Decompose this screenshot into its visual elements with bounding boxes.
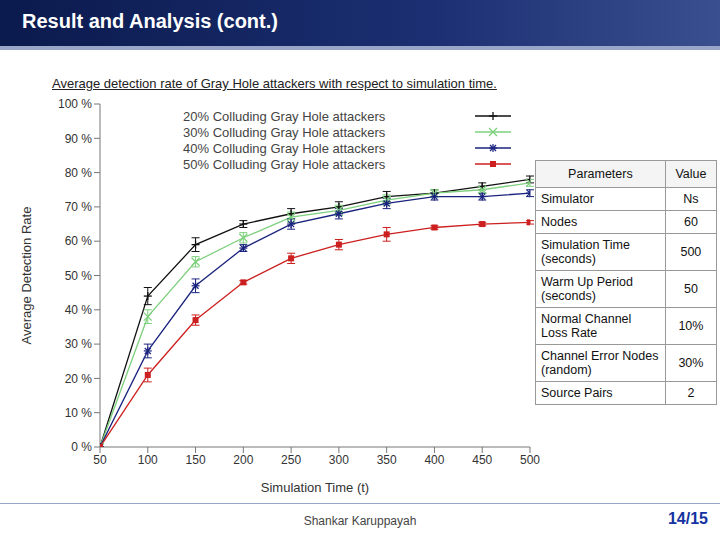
html-text:Result and Analysis (cont.): Result and Analysis (cont.) — [22, 10, 278, 32]
html-text:Normal Channel Loss Rate: Normal Channel Loss Rate — [541, 312, 632, 340]
html-text:20% Colluding Gray Hole attack: 20% Colluding Gray Hole attackers — [183, 108, 386, 124]
html-text:40% Colluding Gray Hole attack: 40% Colluding Gray Hole attackers — [183, 140, 386, 156]
svg-text:250: 250 — [281, 453, 301, 467]
svg-text:30 %: 30 % — [65, 337, 93, 351]
svg-text:70 %: 70 % — [65, 200, 93, 214]
svg-text:150: 150 — [186, 453, 206, 467]
html-text:60: 60 — [684, 215, 698, 229]
html-text:Channel Error Nodes (random): Channel Error Nodes (random) — [541, 349, 659, 377]
svg-text:450: 450 — [472, 453, 492, 467]
svg-text:10 %: 10 % — [65, 406, 93, 420]
html-text:30% Colluding Gray Hole attack: 30% Colluding Gray Hole attackers — [183, 124, 386, 140]
html-text:50% Colluding Gray Hole attack: 50% Colluding Gray Hole attackers — [183, 156, 386, 172]
svg-text:50 %: 50 % — [65, 269, 93, 283]
svg-text:400: 400 — [424, 453, 444, 467]
html-text:Nodes: Nodes — [541, 215, 578, 229]
html-text:500: 500 — [680, 245, 702, 259]
html-text:Average detection rate of Gray: Average detection rate of Gray Hole atta… — [52, 76, 497, 91]
html-text:Source Pairs: Source Pairs — [541, 386, 613, 400]
html-text:Simulation Time (seconds): Simulation Time (seconds) — [541, 238, 630, 266]
html-text:Warm Up Period (seconds): Warm Up Period (seconds) — [541, 275, 633, 303]
html-text:30%: 30% — [678, 356, 704, 370]
html-text:14/15: 14/15 — [668, 510, 708, 527]
svg-text:100: 100 — [138, 453, 158, 467]
svg-text:0 %: 0 % — [71, 440, 92, 454]
html-text:Simulator: Simulator — [541, 192, 594, 206]
html-text:Parameters: Parameters — [568, 167, 633, 181]
svg-text:60 %: 60 % — [65, 234, 93, 248]
html-text:Ns: Ns — [683, 192, 699, 206]
svg-text:40 %: 40 % — [65, 303, 93, 317]
svg-text:20 %: 20 % — [65, 372, 93, 386]
html-text:50: 50 — [684, 282, 698, 296]
svg-text:350: 350 — [377, 453, 397, 467]
svg-text:50: 50 — [93, 453, 107, 467]
html-text:2: 2 — [687, 386, 695, 400]
html-text:10%: 10% — [678, 319, 704, 333]
svg-text:Simulation Time (t): Simulation Time (t) — [261, 480, 369, 495]
svg-text:500: 500 — [520, 453, 540, 467]
svg-text:300: 300 — [329, 453, 349, 467]
html-text:Shankar Karuppayah: Shankar Karuppayah — [303, 514, 417, 528]
svg-text:200: 200 — [233, 453, 253, 467]
html-text:Value: Value — [675, 167, 707, 181]
svg-text:90 %: 90 % — [65, 132, 93, 146]
svg-text:80 %: 80 % — [65, 166, 93, 180]
svg-text:Average Detection Rate: Average Detection Rate — [19, 207, 34, 345]
svg-text:100 %: 100 % — [58, 97, 92, 111]
